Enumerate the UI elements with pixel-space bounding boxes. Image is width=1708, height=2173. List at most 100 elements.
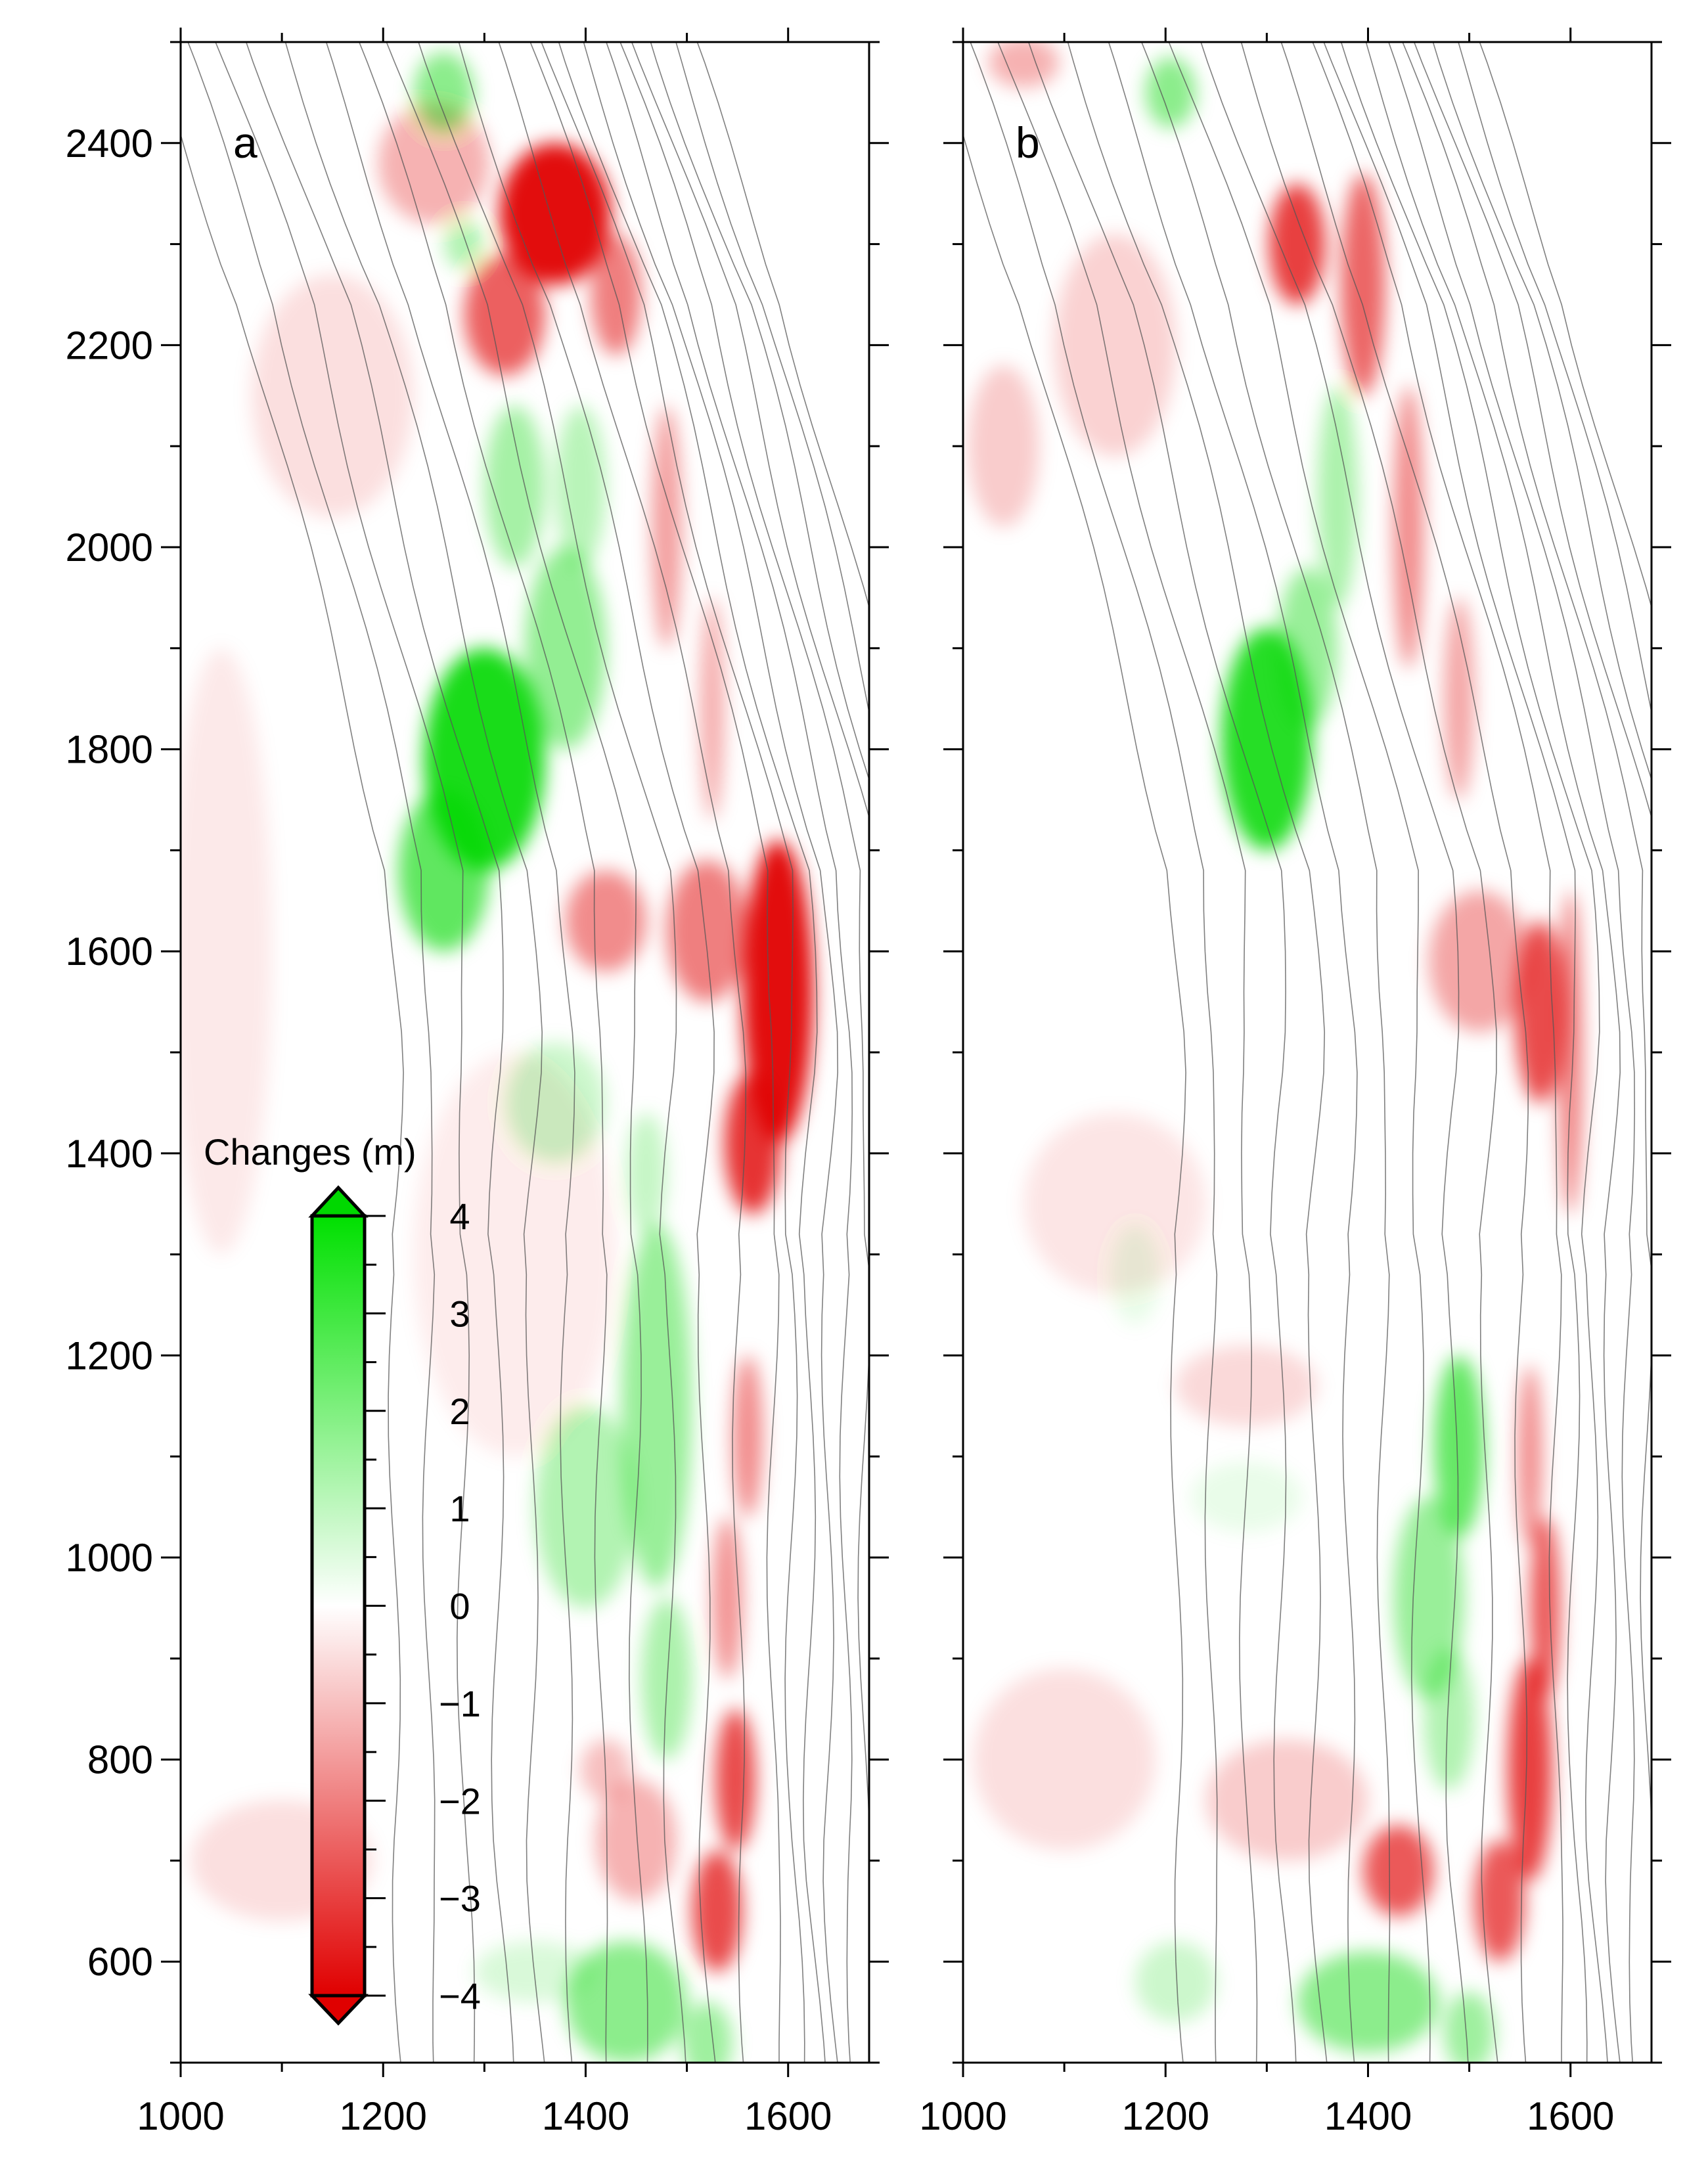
contour-line bbox=[458, 42, 716, 2063]
change-blob bbox=[443, 219, 485, 270]
colorbar-tick-label: 2 bbox=[449, 1391, 470, 1432]
contour-line bbox=[187, 42, 436, 2063]
contour-line bbox=[1140, 42, 1391, 2063]
bathymetry-contours-b bbox=[963, 42, 1652, 2063]
contour-line bbox=[245, 42, 514, 2063]
change-blob bbox=[1558, 890, 1583, 1215]
colorbar-title: Changes (m) bbox=[204, 1131, 416, 1173]
change-blob bbox=[641, 1598, 692, 1760]
change-blob bbox=[505, 1042, 606, 1164]
change-blob bbox=[595, 1780, 677, 1901]
change-blob bbox=[681, 2002, 732, 2063]
panel-b: 1000 1200 1400 1600 b bbox=[919, 28, 1671, 2138]
change-blob bbox=[1276, 567, 1338, 729]
contour-line bbox=[1432, 42, 1652, 782]
contour-line bbox=[1200, 42, 1469, 2063]
colorbar-tick-label: −2 bbox=[439, 1780, 481, 1822]
change-blob bbox=[398, 790, 490, 952]
contour-line bbox=[1240, 42, 1498, 2063]
change-blob bbox=[378, 102, 490, 224]
x-axis-a: 1000 1200 1400 1600 bbox=[137, 28, 832, 2138]
change-blob bbox=[1297, 1951, 1439, 2053]
change-blob bbox=[1428, 890, 1531, 1033]
colorbar-tick-label: −3 bbox=[439, 1878, 481, 1919]
contour-line bbox=[325, 42, 575, 2063]
change-blob bbox=[555, 405, 606, 568]
change-blob bbox=[712, 1517, 743, 1679]
change-blob bbox=[1424, 1648, 1475, 1790]
contour-line bbox=[963, 133, 1186, 2063]
change-blob bbox=[1175, 1345, 1318, 1427]
y-tick-label: 1600 bbox=[66, 930, 153, 974]
contour-line bbox=[181, 133, 404, 2063]
change-blob bbox=[715, 1709, 756, 1851]
colorbar-tick-label: −4 bbox=[439, 1975, 481, 2017]
contour-line bbox=[1458, 42, 1652, 715]
change-blob bbox=[692, 1850, 743, 1972]
y-axis-b bbox=[943, 41, 1671, 2064]
change-blob bbox=[1145, 57, 1196, 128]
change-blob bbox=[700, 597, 725, 820]
contour-line bbox=[529, 42, 781, 2063]
contour-line bbox=[696, 42, 869, 609]
contour-line bbox=[541, 42, 805, 2063]
contour-line bbox=[606, 42, 853, 2063]
contour-line bbox=[1280, 42, 1529, 2063]
contour-line bbox=[418, 42, 686, 2063]
colorbar-tick-label: 0 bbox=[449, 1586, 470, 1627]
y-tick-label: 1400 bbox=[66, 1132, 153, 1176]
change-blob bbox=[1508, 1658, 1552, 1881]
colorbar-tick-label: 3 bbox=[449, 1293, 470, 1334]
change-blob bbox=[626, 1113, 667, 1234]
change-blob bbox=[1362, 1825, 1434, 1916]
contour-line bbox=[558, 42, 826, 2063]
x-tick-label: 1000 bbox=[137, 2094, 224, 2138]
contour-line bbox=[1340, 42, 1608, 2063]
contour-line bbox=[498, 42, 747, 2063]
change-blob bbox=[1110, 1224, 1161, 1326]
contour-line bbox=[970, 42, 1218, 2063]
contour-line bbox=[1027, 42, 1297, 2063]
change-blob bbox=[988, 42, 1060, 88]
change-blob bbox=[1530, 1517, 1561, 1699]
change-blob bbox=[621, 1224, 692, 1588]
contour-line bbox=[675, 42, 869, 715]
contour-line bbox=[650, 42, 869, 782]
change-blob bbox=[666, 860, 748, 1002]
change-blob bbox=[580, 1739, 631, 1801]
change-blob bbox=[525, 547, 606, 750]
y-tick-label: 2200 bbox=[66, 323, 153, 367]
change-blob bbox=[1393, 1496, 1464, 1699]
y-axis-a: 600 800 1000 1200 1400 1600 1800 2000 2200 2400 bbox=[66, 41, 889, 2064]
change-blob bbox=[742, 840, 814, 1144]
contour-line bbox=[1479, 42, 1652, 609]
y-tick-label: 1200 bbox=[66, 1333, 153, 1378]
x-axis-b: 1000 1200 1400 1600 bbox=[919, 28, 1614, 2138]
change-blob bbox=[474, 1941, 596, 2002]
bathymetry-contours-a bbox=[181, 42, 869, 2063]
change-blob bbox=[1474, 1840, 1525, 1962]
change-blob bbox=[464, 254, 545, 376]
contour-line bbox=[215, 42, 476, 2063]
contour-line bbox=[1108, 42, 1358, 2063]
contour-line bbox=[1388, 42, 1636, 2063]
contour-line bbox=[583, 42, 839, 2063]
panel-a: 1000 1200 1400 1600 60080010001200140016001… bbox=[66, 28, 889, 2138]
contour-line bbox=[358, 42, 608, 2063]
contour-line bbox=[1402, 42, 1652, 1839]
y-tick-label: 2000 bbox=[66, 526, 153, 570]
contour-line bbox=[1413, 42, 1652, 819]
change-blob bbox=[1444, 1992, 1495, 2063]
x-tick-label: 1000 bbox=[919, 2094, 1006, 2138]
change-field-b bbox=[968, 42, 1583, 2063]
change-blob bbox=[1444, 597, 1475, 800]
change-blob bbox=[732, 1355, 763, 1517]
y-tick-label: 1000 bbox=[66, 1536, 153, 1580]
x-tick-label: 1200 bbox=[339, 2094, 426, 2138]
change-blob bbox=[1269, 183, 1326, 305]
colorbar-ticks: 4 3 2 1 0 −1 −2 −3 −4 bbox=[365, 1196, 481, 2017]
change-blob bbox=[565, 870, 646, 972]
change-blob bbox=[724, 1072, 781, 1215]
change-blob bbox=[1135, 1941, 1217, 2023]
